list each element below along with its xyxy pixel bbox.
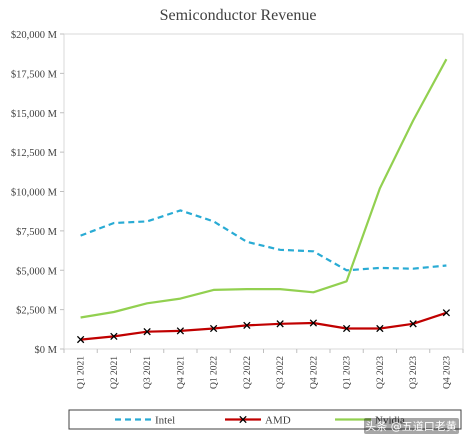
watermark: 头条 @五道口老黄 — [364, 418, 459, 434]
x-tick-label: Q1 2022 — [210, 356, 220, 389]
x-tick-label: Q3 2023 — [409, 356, 419, 389]
x-tick-label: Q1 2021 — [77, 356, 87, 389]
y-tick-label: $2,500 M — [16, 306, 58, 317]
y-tick-label: $10,000 M — [11, 188, 58, 199]
legend: Intel AMD Nvidia — [68, 409, 462, 430]
y-tick-label: $5,000 M — [16, 266, 58, 277]
chart-title: Semiconductor Revenue — [160, 7, 317, 24]
legend-item-amd: AMD — [225, 415, 291, 427]
data-point-marker — [243, 321, 251, 330]
legend-box — [68, 409, 462, 430]
x-tick-label: Q4 2021 — [176, 356, 186, 389]
data-point-marker — [110, 332, 118, 341]
series-layer — [76, 58, 451, 344]
data-point-marker — [309, 319, 318, 327]
y-tick-label: $17,500 M — [11, 69, 58, 80]
y-tick-label: $0 M — [35, 345, 58, 356]
data-point-marker — [409, 320, 417, 328]
x-tick-label: Q3 2021 — [143, 356, 153, 389]
data-point-marker — [376, 324, 384, 333]
legend-label: Intel — [155, 415, 175, 427]
y-tick-label: $12,500 M — [11, 148, 58, 159]
data-point-marker — [209, 324, 218, 333]
data-point-marker — [143, 328, 151, 336]
y-axis: $0 M $2,500 M $5,000 M $7,500 M $10,000 M $12… — [11, 30, 64, 356]
legend-item-intel: Intel — [115, 415, 175, 427]
series-line-nvidia — [80, 58, 448, 319]
watermark-backdrop — [364, 418, 459, 434]
data-point-marker — [239, 415, 247, 424]
x-tick-label: Q3 2022 — [276, 356, 286, 389]
legend-item-nvidia: Nvidia — [335, 415, 405, 427]
x-axis: Q1 2021 Q2 2021 Q3 2021 Q4 2021 Q1 2022 Q2 20… — [63, 349, 464, 389]
legend-label: Nvidia — [375, 415, 405, 427]
x-tick-label: Q4 2022 — [309, 356, 319, 389]
data-point-marker — [442, 309, 451, 317]
y-tick-label: $20,000 M — [11, 30, 58, 41]
data-point-marker — [76, 335, 85, 344]
data-point-marker — [276, 320, 284, 328]
x-tick-label: Q2 2021 — [110, 356, 120, 389]
x-tick-label: Q2 2023 — [376, 356, 386, 389]
series-line-intel — [80, 209, 447, 272]
watermark-text: 头条 @五道口老黄 — [365, 419, 457, 433]
x-tick-label: Q2 2022 — [243, 356, 253, 389]
x-tick-label: Q1 2023 — [343, 356, 353, 389]
x-tick-label: Q4 2023 — [442, 356, 452, 389]
y-tick-label: $15,000 M — [11, 109, 58, 120]
data-point-marker — [176, 327, 185, 335]
legend-label: AMD — [265, 415, 291, 427]
series-line-amd — [80, 311, 447, 341]
y-tick-label: $7,500 M — [16, 227, 58, 238]
data-point-marker — [342, 324, 351, 333]
